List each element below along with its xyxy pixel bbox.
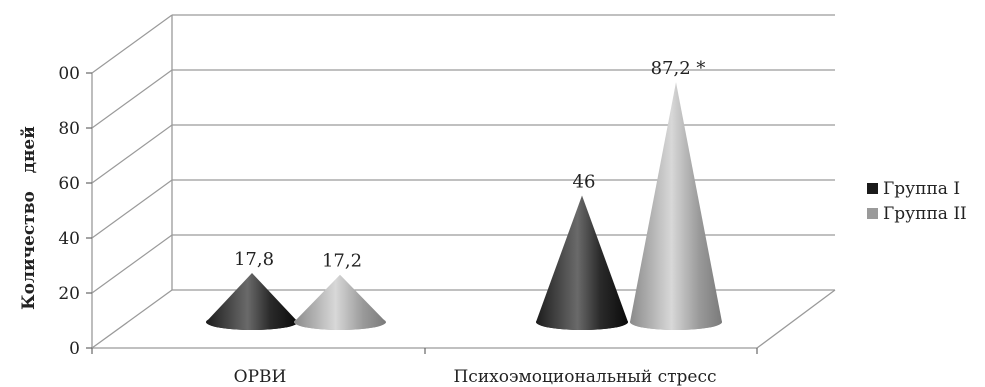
y-tick-label: 60: [58, 174, 80, 194]
legend-item-group-2: Группа II: [867, 204, 967, 224]
y-tick-label: 80: [58, 119, 80, 139]
gridline-side: [91, 69, 173, 129]
gridlines: [91, 14, 835, 294]
gridline-side: [91, 14, 173, 74]
legend-swatch-group-1: [867, 183, 878, 194]
cone-body: [630, 82, 722, 330]
gridline-side: [91, 179, 173, 239]
data-label: 17,8: [234, 249, 274, 270]
category-labels: ОРВИ Психоэмоциональный стресс: [234, 367, 717, 387]
y-tick-label: 40: [58, 229, 80, 249]
cone-mark: 17,8: [206, 249, 298, 330]
x-category-label: ОРВИ: [234, 367, 287, 387]
side-wall-bottom-edge: [91, 289, 173, 349]
chart-marks: 17,8 17,2 46 87,2 *: [206, 58, 722, 330]
gridline-side: [91, 234, 173, 294]
data-label: 17,2: [322, 251, 362, 272]
legend-label-group-1: Группа I: [883, 179, 960, 199]
legend-swatch-group-2: [867, 208, 878, 219]
y-axis-label: Количество дней: [19, 126, 39, 310]
data-label: 87,2 *: [651, 58, 706, 79]
data-label: 46: [573, 172, 596, 193]
x-category-label: Психоэмоциональный стресс: [453, 367, 716, 387]
y-tick-label: 00: [58, 64, 80, 84]
gridline-side: [91, 124, 173, 184]
cone-body: [206, 273, 298, 330]
legend-label-group-2: Группа II: [883, 204, 967, 224]
legend-item-group-1: Группа I: [867, 179, 960, 199]
legend: Группа I Группа II: [867, 179, 967, 224]
x-tick-marks: [91, 348, 758, 354]
cone-mark: 46: [536, 172, 628, 330]
y-tick-label: 0: [69, 339, 80, 359]
floor-right-edge: [756, 289, 836, 349]
y-tick-label: 20: [58, 284, 80, 304]
y-tick-labels: 0 20 40 60 80 00: [58, 64, 92, 359]
chart-walls: [91, 15, 836, 349]
cone-mark: 87,2 *: [630, 58, 722, 330]
cone-body: [536, 195, 628, 330]
cone-mark: 17,2: [294, 251, 386, 330]
cone-body: [294, 274, 386, 330]
